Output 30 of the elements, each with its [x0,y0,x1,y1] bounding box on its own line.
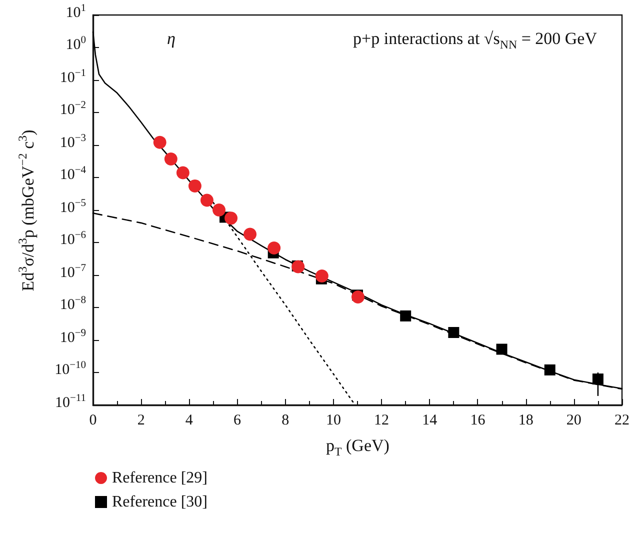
x-tick-label: 22 [614,412,630,428]
x-tick-label: 4 [185,412,194,428]
x-tick-label: 2 [137,412,145,428]
y-tick-label: 10$^{−6}$ [60,230,86,248]
y-tick-label: 10$^{−11}$ [54,392,86,410]
x-tick-label: 8 [282,412,290,428]
x-tick-label: 10 [326,412,341,428]
y-tick-label: 10$^{−9}$ [60,328,86,346]
x-tick-label: 20 [566,412,582,428]
x-tick-label: 6 [234,412,242,428]
y-tick-label: 10$^{−3}$ [60,132,86,150]
x-tick-label: 16 [470,412,486,428]
y-tick-label: 10$^{−8}$ [60,295,86,313]
y-tick-label: 10$^{−2}$ [60,100,86,118]
y-tick-label: 10$^{−10}$ [54,360,86,378]
y-tick-label: 10$^{−5}$ [60,198,86,216]
legend-label: Reference [29] [112,470,208,486]
x-tick-label: 14 [422,412,438,428]
y-tick-label: 10$^{1}$ [66,2,86,20]
y-tick-label: 10$^{−1}$ [60,68,86,86]
annotation: η [167,29,176,48]
x-tick-label: 18 [518,412,534,428]
x-tick-label: 0 [89,412,97,428]
x-axis-title: p$_{T}$ (GeV) [326,436,390,458]
y-tick-label: 10$^{−7}$ [60,262,86,280]
x-tick-label: 12 [374,412,390,428]
y-tick-label: 10$^{0}$ [66,35,86,53]
legend-label: Reference [30] [112,494,208,510]
annotation: p+p interactions at √s$_{NN}$ = 200 GeV [353,29,597,52]
y-tick-label: 10$^{−4}$ [60,165,86,183]
